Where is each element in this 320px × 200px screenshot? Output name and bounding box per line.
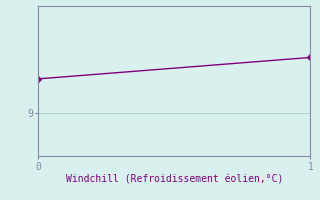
X-axis label: Windchill (Refroidissement éolien,°C): Windchill (Refroidissement éolien,°C) <box>66 174 283 184</box>
